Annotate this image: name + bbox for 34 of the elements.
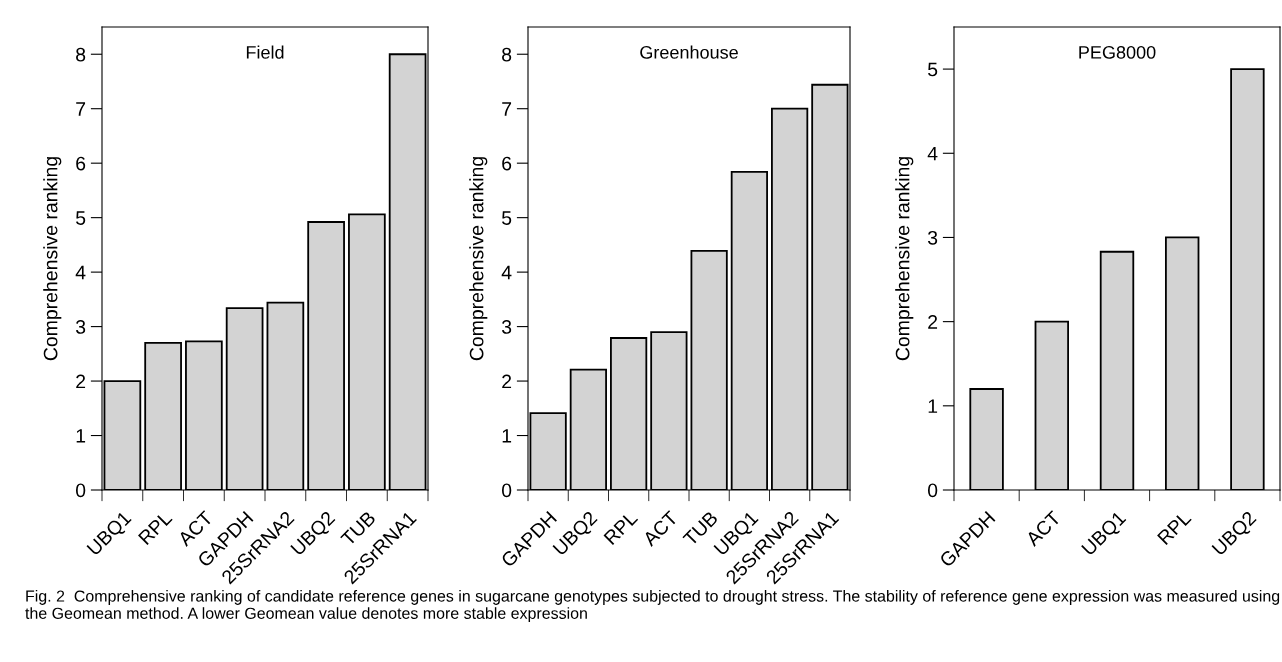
y-axis-title: Comprehensive ranking bbox=[43, 157, 62, 361]
y-tick-label: 1 bbox=[502, 429, 512, 443]
y-tick-label: 4 bbox=[501, 265, 512, 280]
y-tick-label: 0 bbox=[927, 483, 938, 498]
y-tick-label: 2 bbox=[502, 374, 512, 389]
y-tick-label: 1 bbox=[76, 429, 86, 443]
text: Field bbox=[246, 45, 284, 59]
y-tick-label: 4 bbox=[75, 265, 86, 280]
y-tick-label: 3 bbox=[927, 230, 938, 245]
y-tick-label: 6 bbox=[76, 156, 86, 171]
x-tick-label: RPL bbox=[1157, 510, 1192, 546]
y-tick-label: 7 bbox=[502, 102, 512, 116]
y-tick-label: 1 bbox=[928, 399, 938, 413]
y-tick-label: 8 bbox=[76, 47, 86, 62]
y-tick-label: 7 bbox=[76, 102, 86, 116]
text: Greenhouse bbox=[640, 45, 738, 59]
y-tick-label: 6 bbox=[502, 156, 512, 171]
y-tick-label: 5 bbox=[927, 62, 938, 77]
y-tick-label: 3 bbox=[75, 320, 86, 334]
text: PEG8000 bbox=[1079, 46, 1156, 59]
y-tick-label: 0 bbox=[501, 483, 512, 498]
caption: Fig. 2 Comprehensive ranking of candidate reference genes in sugarcane genotypes subjected to drought stress. The stability of reference gene expression was measured using the Geomean method. A lower Geomean value denotes more stable expression bbox=[25, 590, 1280, 623]
x-tick-label: RPL bbox=[603, 510, 639, 546]
y-tick-label: 2 bbox=[76, 374, 86, 389]
y-tick-label: 3 bbox=[501, 320, 512, 334]
y-axis-title: Comprehensive ranking bbox=[469, 157, 488, 361]
y-tick-label: 0 bbox=[75, 483, 86, 498]
y-tick-label: 2 bbox=[928, 315, 938, 329]
x-tick-label: RPL bbox=[138, 510, 173, 546]
y-tick-label: 4 bbox=[927, 146, 938, 161]
y-tick-label: 8 bbox=[502, 47, 512, 62]
y-tick-label: 5 bbox=[501, 211, 512, 225]
y-tick-label: 5 bbox=[75, 211, 86, 225]
y-axis-title: Comprehensive ranking bbox=[895, 157, 914, 361]
